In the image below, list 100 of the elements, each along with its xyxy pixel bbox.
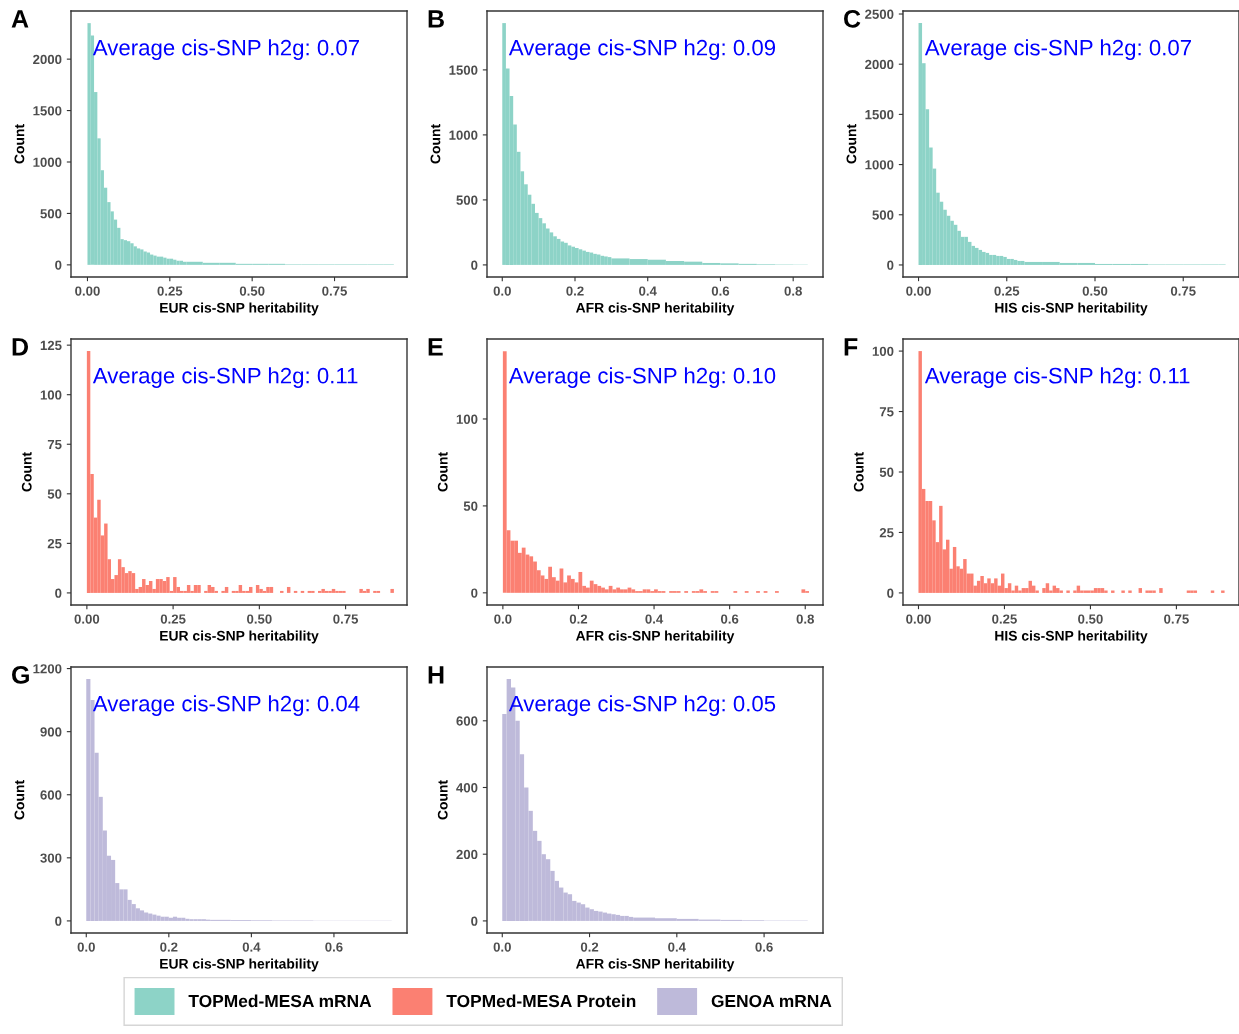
annotation: Average cis-SNP h2g: 0.11: [924, 367, 1190, 388]
y-axis-title: Count: [21, 452, 32, 492]
y-tick-label: 0: [55, 916, 62, 926]
y-tick-label: 1000: [33, 157, 62, 167]
x-tick-label: 0.8: [796, 614, 814, 624]
y-tick-label: 600: [40, 790, 62, 800]
x-tick-label: 0.75: [322, 286, 347, 296]
y-axis-title: Count: [853, 452, 864, 492]
y-tick-label: 1500: [449, 65, 478, 75]
x-tick-label: 0.00: [75, 286, 100, 296]
y-tick-label: 500: [456, 195, 478, 205]
x-axis-title: HIS cis-SNP heritability: [995, 302, 1148, 316]
x-tick-label: 0.00: [906, 286, 931, 296]
x-axis-title: HIS cis-SNP heritability: [995, 630, 1148, 644]
annotation: Average cis-SNP h2g: 0.09: [508, 39, 776, 60]
y-tick-label: 100: [40, 390, 62, 400]
chart-title: C: [844, 10, 861, 28]
y-tick-label: 2500: [865, 9, 894, 19]
x-tick-label: 0.2: [566, 286, 584, 296]
x-tick-label: 0.2: [580, 942, 599, 952]
x-tick-label: 0.2: [160, 942, 178, 952]
y-axis-title: Count: [14, 124, 25, 164]
y-axis-title: Count: [437, 452, 448, 492]
y-axis-title: Count: [430, 124, 441, 164]
y-tick-label: 25: [47, 538, 62, 549]
x-tick-label: 0.50: [1078, 614, 1103, 624]
chart-title: G: [12, 666, 29, 684]
x-tick-label: 0.75: [333, 614, 359, 624]
x-tick-label: 0.2: [569, 614, 588, 624]
y-tick-label: 50: [879, 467, 894, 477]
y-tick-label: 1500: [33, 106, 62, 116]
x-tick-label: 0.4: [645, 614, 664, 624]
x-tick-label: 0.50: [239, 286, 265, 296]
x-tick-label: 0.00: [906, 614, 931, 624]
y-tick-label: 100: [872, 346, 894, 356]
x-tick-label: 0.6: [711, 286, 730, 296]
x-tick-label: 0.8: [784, 286, 802, 296]
y-tick-label: 25: [879, 528, 894, 538]
annotation: Average cis-SNP h2g: 0.07: [92, 39, 359, 60]
x-tick-label: 0.0: [77, 942, 95, 952]
annotation: Average cis-SNP h2g: 0.05: [508, 695, 776, 716]
annotation: Average cis-SNP h2g: 0.10: [508, 367, 776, 388]
x-tick-label: 0.25: [160, 614, 186, 624]
y-tick-label: 1000: [449, 130, 478, 140]
y-tick-label: 200: [456, 849, 478, 860]
y-tick-label: 0: [471, 916, 478, 926]
x-tick-label: 0.0: [494, 614, 512, 624]
x-tick-label: 0.25: [992, 614, 1017, 624]
y-tick-label: 400: [456, 783, 478, 793]
x-axis-title: EUR cis-SNP heritability: [160, 630, 319, 644]
y-tick-label: 0: [471, 588, 478, 598]
y-tick-label: 1500: [865, 109, 894, 120]
y-tick-label: 500: [872, 210, 894, 220]
y-tick-label: 2000: [865, 59, 894, 70]
x-tick-label: 0.25: [157, 286, 183, 296]
chart-title: F: [844, 338, 858, 356]
y-axis-title: Count: [846, 124, 857, 164]
x-axis-title: AFR cis-SNP heritability: [575, 958, 735, 972]
y-axis-title: Count: [14, 780, 25, 820]
chart-title: E: [428, 338, 443, 356]
x-tick-label: 0.0: [493, 942, 511, 952]
x-axis-title: AFR cis-SNP heritability: [575, 302, 735, 316]
x-tick-label: 0.4: [242, 942, 261, 952]
x-axis-title: AFR cis-SNP heritability: [575, 630, 735, 644]
x-axis-title: EUR cis-SNP heritability: [160, 958, 319, 972]
x-tick-label: 0.0: [493, 286, 511, 296]
x-tick-label: 0.50: [247, 614, 272, 624]
legend-label: TOPMed-MESA Protein: [446, 994, 636, 1008]
annotation: Average cis-SNP h2g: 0.04: [92, 695, 360, 716]
x-tick-label: 0.4: [639, 286, 657, 296]
x-tick-label: 0.75: [1164, 614, 1189, 624]
chart-title: A: [11, 10, 29, 28]
y-tick-label: 50: [463, 501, 478, 511]
annotation: Average cis-SNP h2g: 0.07: [924, 39, 1191, 60]
x-tick-label: 0.00: [74, 614, 100, 624]
y-tick-label: 100: [456, 414, 478, 424]
y-tick-label: 50: [47, 489, 62, 499]
y-tick-label: 75: [47, 439, 62, 450]
chart-title: B: [428, 10, 444, 28]
x-tick-label: 0.50: [1082, 286, 1108, 296]
x-tick-label: 0.6: [325, 942, 343, 952]
legend-label: GENOA mRNA: [711, 994, 832, 1008]
x-tick-label: 0.4: [668, 942, 686, 952]
x-tick-label: 0.25: [994, 286, 1020, 296]
y-tick-label: 0: [55, 588, 62, 598]
y-tick-label: 1200: [33, 664, 62, 674]
y-axis-title: Count: [437, 780, 448, 820]
y-tick-label: 0: [887, 588, 894, 598]
y-tick-label: 2000: [33, 54, 62, 65]
x-tick-label: 0.6: [721, 614, 739, 624]
y-tick-label: 1000: [865, 160, 894, 170]
legend-label: TOPMed-MESA mRNA: [188, 994, 372, 1008]
x-axis-title: EUR cis-SNP heritability: [160, 302, 319, 316]
y-tick-label: 0: [471, 260, 478, 270]
y-tick-label: 500: [40, 209, 62, 219]
y-tick-label: 0: [55, 260, 62, 270]
x-tick-label: 0.75: [1170, 286, 1196, 296]
annotation: Average cis-SNP h2g: 0.11: [92, 367, 358, 388]
x-tick-label: 0.6: [755, 942, 773, 952]
y-tick-label: 900: [40, 727, 62, 737]
